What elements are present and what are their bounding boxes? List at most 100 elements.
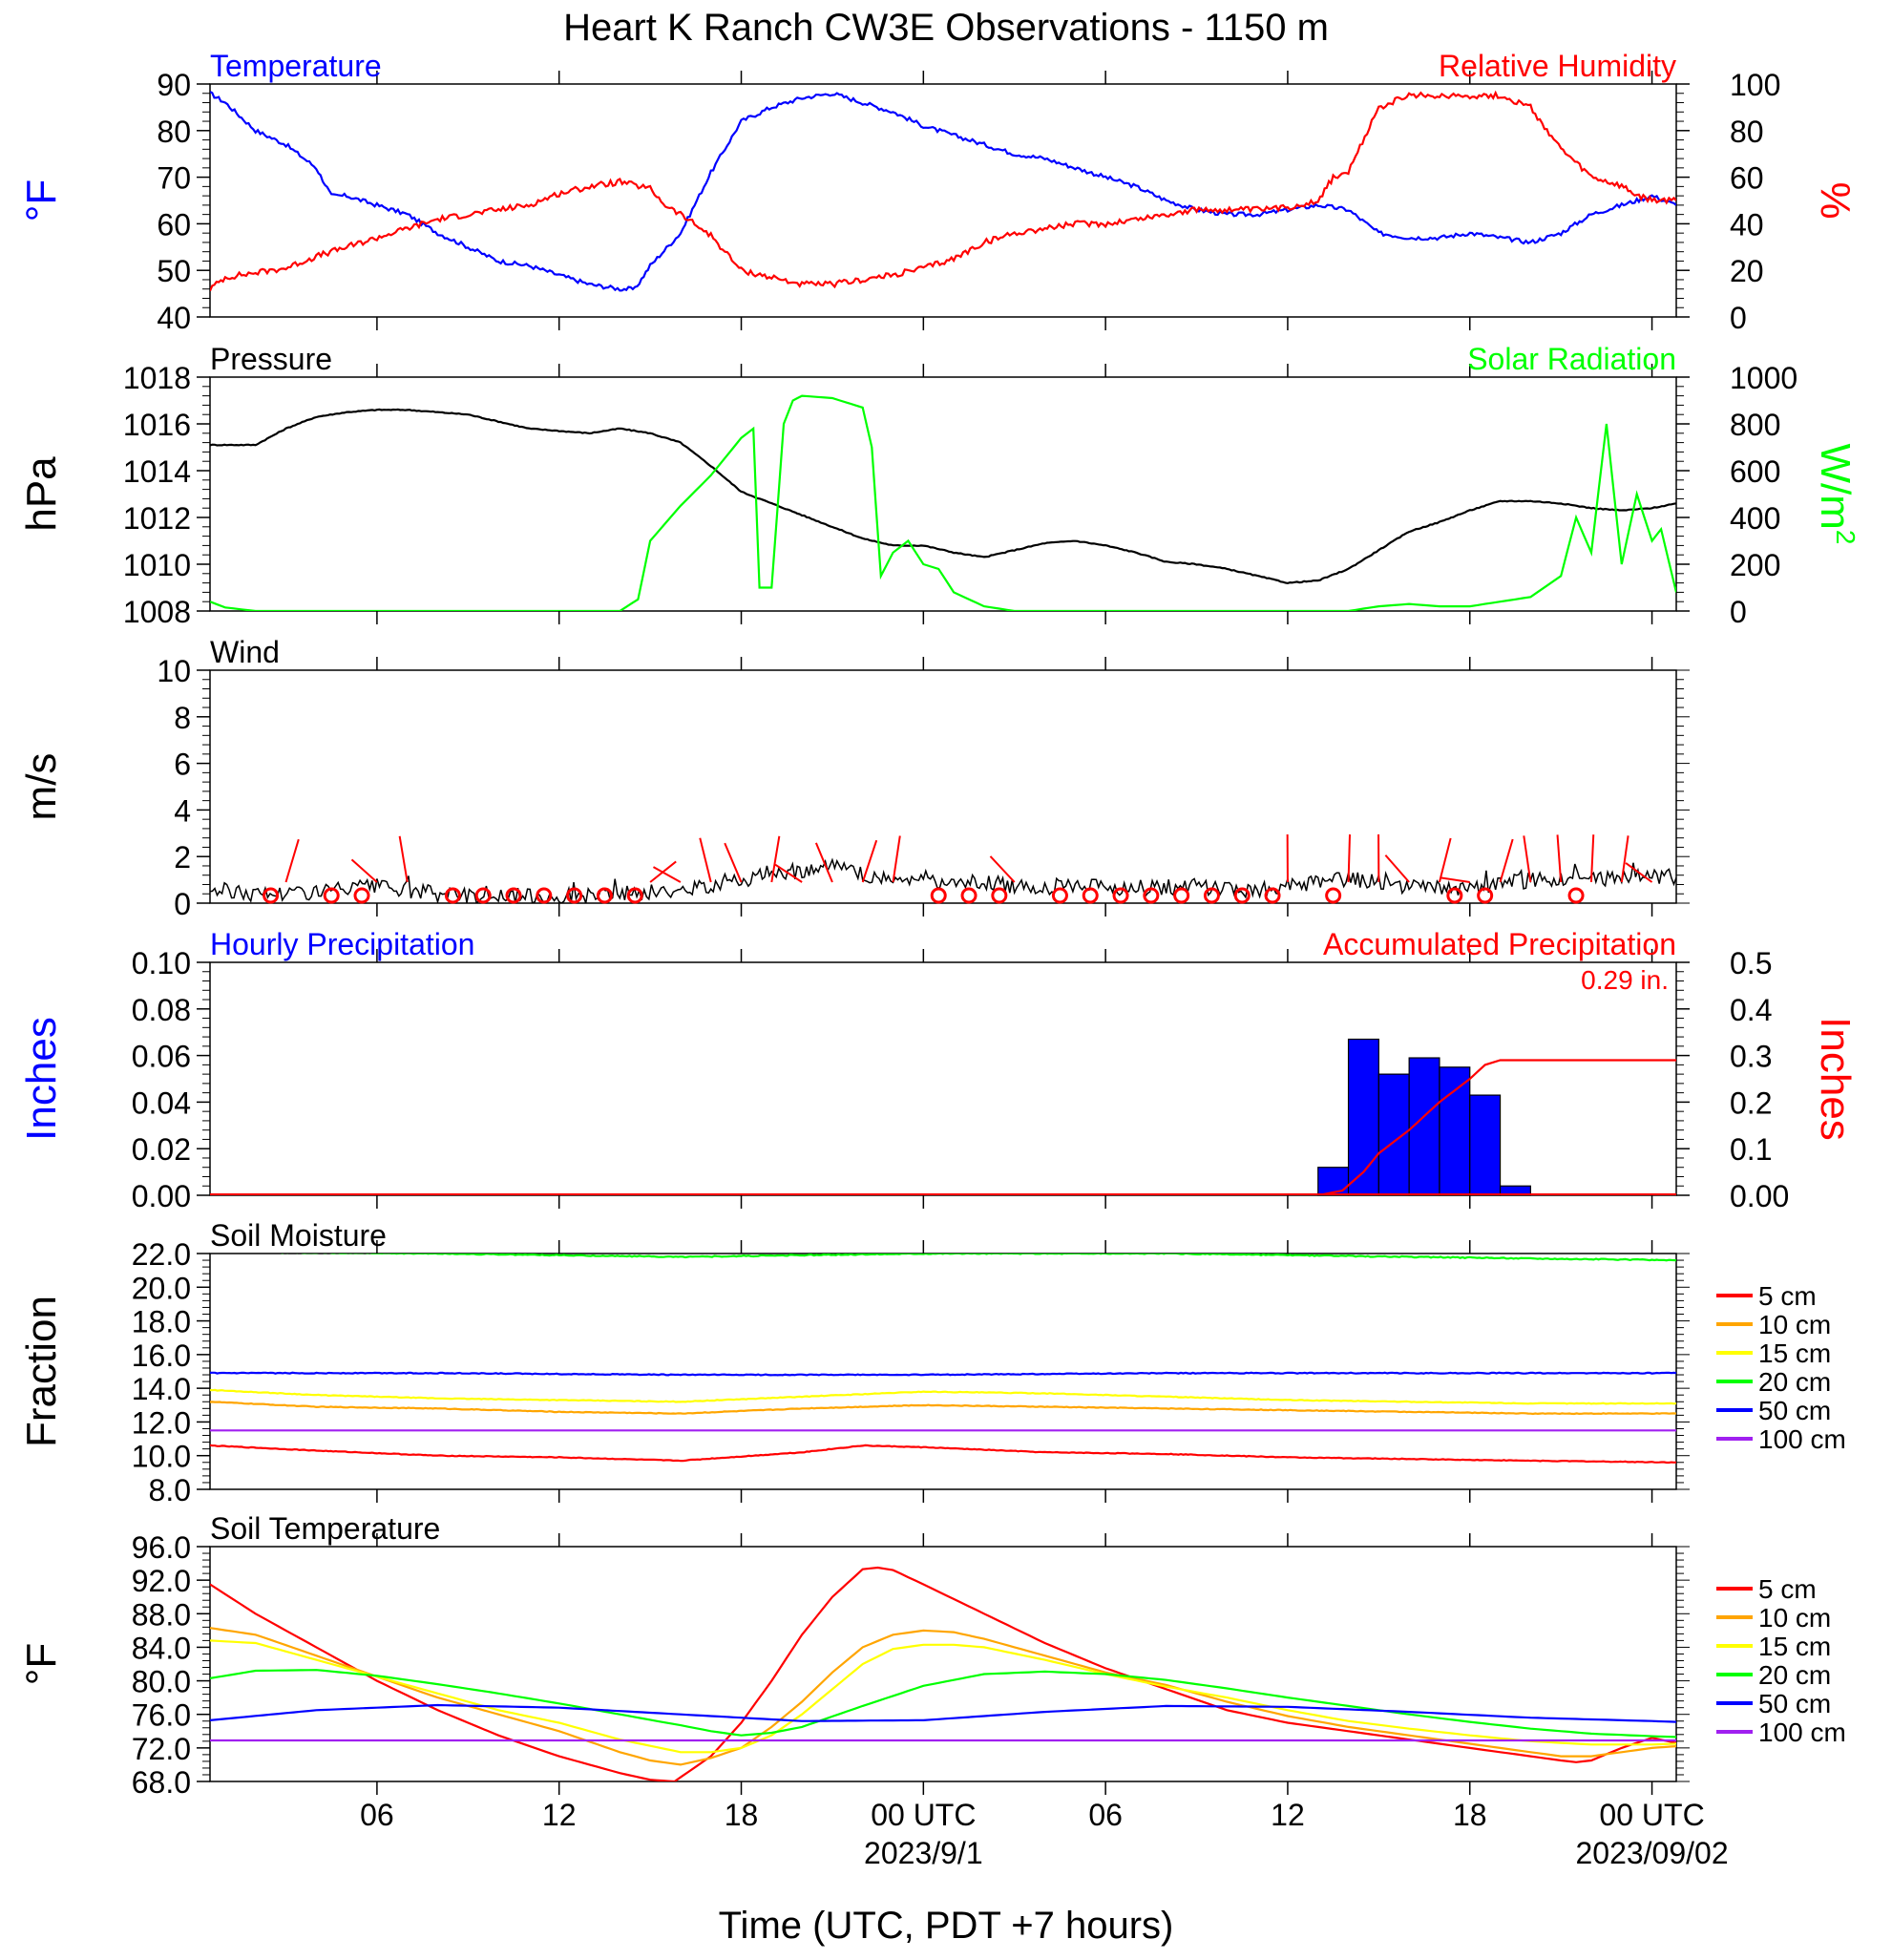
y-tick-label-right: 800 — [1730, 408, 1780, 442]
precip-bar — [1347, 1038, 1379, 1196]
y-tick-label-left: 72.0 — [132, 1732, 191, 1766]
calm-wind-marker — [444, 887, 461, 904]
accumulated-total-label: 0.29 in. — [1581, 965, 1669, 995]
y-tick-label-right: 400 — [1730, 501, 1780, 536]
y-tick-label-left: 16.0 — [132, 1338, 191, 1373]
y-tick-label-left: 0.06 — [132, 1040, 191, 1074]
y-tick-label-left: 0.02 — [132, 1132, 191, 1167]
calm-wind-marker — [1446, 887, 1463, 904]
x-axis-label: Time (UTC, PDT +7 hours) — [719, 1905, 1174, 1947]
legend-label: 20 cm — [1758, 1367, 1831, 1397]
wind-barb — [774, 863, 803, 883]
y-label-left: Inches — [18, 1017, 65, 1141]
calm-wind-marker — [536, 887, 553, 904]
y-tick-label-left: 1014 — [123, 454, 191, 489]
plot-frame — [209, 1253, 1677, 1490]
precip-bar — [1439, 1066, 1471, 1196]
panel-title-left: Soil Temperature — [210, 1511, 440, 1546]
calm-wind-marker — [1143, 887, 1160, 904]
x-tick-label: 12 — [1271, 1798, 1305, 1832]
y-label-right: % — [1812, 181, 1859, 219]
legend-label: 10 cm — [1758, 1310, 1831, 1339]
legend-label: 15 cm — [1758, 1338, 1831, 1368]
wind-barb — [398, 835, 409, 883]
wind-barb — [1347, 834, 1352, 883]
wind-barb — [724, 842, 743, 883]
series-line-0 — [210, 408, 1676, 585]
series-line-50-cm — [210, 1371, 1676, 1377]
y-tick-label-left: 18.0 — [132, 1305, 191, 1339]
plot-frame — [209, 1546, 1677, 1782]
calm-wind-marker — [1233, 887, 1251, 904]
y-tick-label-right: 0.4 — [1730, 993, 1772, 1027]
panel-temperature_humidity: 40 50 60 70 80 90 0 20 40 60 80 100 Temperature Relat… — [18, 49, 1859, 335]
y-tick-label-left: 6 — [174, 748, 191, 782]
panel-title-right: Solar Radiation — [1467, 342, 1676, 376]
panel-title-left: Pressure — [210, 342, 332, 376]
y-tick-label-left: 14.0 — [132, 1372, 191, 1406]
calm-wind-marker — [960, 887, 978, 904]
x-tick-label: 00 UTC — [871, 1798, 976, 1832]
series-line-20-cm — [263, 1254, 1676, 1262]
series-line-1 — [210, 90, 1676, 292]
series-line-15-cm — [210, 1388, 1676, 1405]
series-line-1 — [210, 394, 1676, 611]
wind-barb — [699, 837, 712, 883]
y-tick-label-left: 12.0 — [132, 1405, 191, 1440]
y-tick-label-right: 0.00 — [1730, 1179, 1789, 1213]
y-tick-label-right: 40 — [1730, 207, 1764, 242]
precip-bar — [1469, 1094, 1502, 1196]
wind-barb — [1523, 835, 1532, 883]
y-tick-label-left: 4 — [174, 793, 191, 828]
y-tick-label-left: 0.08 — [132, 993, 191, 1027]
legend-label: 50 cm — [1758, 1689, 1831, 1718]
y-label-right: W/m2 — [1812, 444, 1860, 545]
x-tick-label: 18 — [725, 1798, 759, 1832]
plot-frame — [209, 376, 1677, 612]
x-tick-label: 12 — [542, 1798, 577, 1832]
y-tick-label-right: 0.5 — [1730, 946, 1772, 980]
x-axis: 06 12 18 00 UTC 06 12 18 00 UTC 2023/9/1 2023/09/… — [360, 1798, 1729, 1870]
series-line-50-cm — [210, 1703, 1676, 1723]
y-tick-label-left: 0 — [174, 887, 191, 921]
wind-barb — [1438, 837, 1452, 883]
series-line-5-cm — [210, 1444, 1676, 1465]
wind-barb — [989, 855, 1016, 883]
legend-label: 5 cm — [1758, 1574, 1817, 1604]
panel-title-left: Temperature — [210, 49, 382, 83]
x-tick-label: 06 — [1088, 1798, 1123, 1832]
y-tick-label-left: 0.00 — [132, 1179, 191, 1213]
y-tick-label-left: 1016 — [123, 408, 191, 442]
y-tick-label-left: 88.0 — [132, 1597, 191, 1632]
calm-wind-marker — [1567, 887, 1585, 904]
calm-wind-marker — [1112, 887, 1129, 904]
y-tick-label-left: 10.0 — [132, 1440, 191, 1474]
y-tick-label-left: 8.0 — [149, 1473, 191, 1507]
calm-wind-marker — [353, 887, 370, 904]
wind-barb — [861, 839, 878, 883]
legend-label: 100 cm — [1758, 1718, 1846, 1747]
legend-label: 100 cm — [1758, 1424, 1846, 1454]
panel-title-left: Wind — [210, 635, 280, 669]
y-tick-label-left: 2 — [174, 840, 191, 875]
y-tick-label-left: 76.0 — [132, 1698, 191, 1733]
y-tick-label-right: 0.2 — [1730, 1085, 1772, 1120]
wind-barb — [1384, 854, 1410, 883]
series-line-5-cm — [210, 1566, 1676, 1781]
series-line-10-cm — [210, 1401, 1676, 1416]
y-tick-label-left: 70 — [157, 161, 191, 196]
y-tick-label-right: 20 — [1730, 254, 1764, 288]
wind-barb — [1620, 835, 1629, 883]
wind-barb — [892, 835, 901, 883]
y-label-left: m/s — [18, 753, 65, 821]
panel-soil_moisture: 8.010.012.014.016.018.020.022.0 Soil Mois… — [18, 1218, 1846, 1507]
y-tick-label-right: 600 — [1730, 454, 1780, 489]
y-tick-label-right: 100 — [1730, 68, 1780, 102]
panel-soil_temperature: 68.072.076.080.084.088.092.096.0 Soil Tem… — [18, 1511, 1846, 1800]
wind-barb — [814, 842, 833, 883]
y-tick-label-right: 80 — [1730, 115, 1764, 149]
legend-label: 15 cm — [1758, 1632, 1831, 1661]
panel-title-right: Accumulated Precipitation — [1323, 927, 1676, 961]
calm-wind-marker — [1477, 887, 1494, 904]
